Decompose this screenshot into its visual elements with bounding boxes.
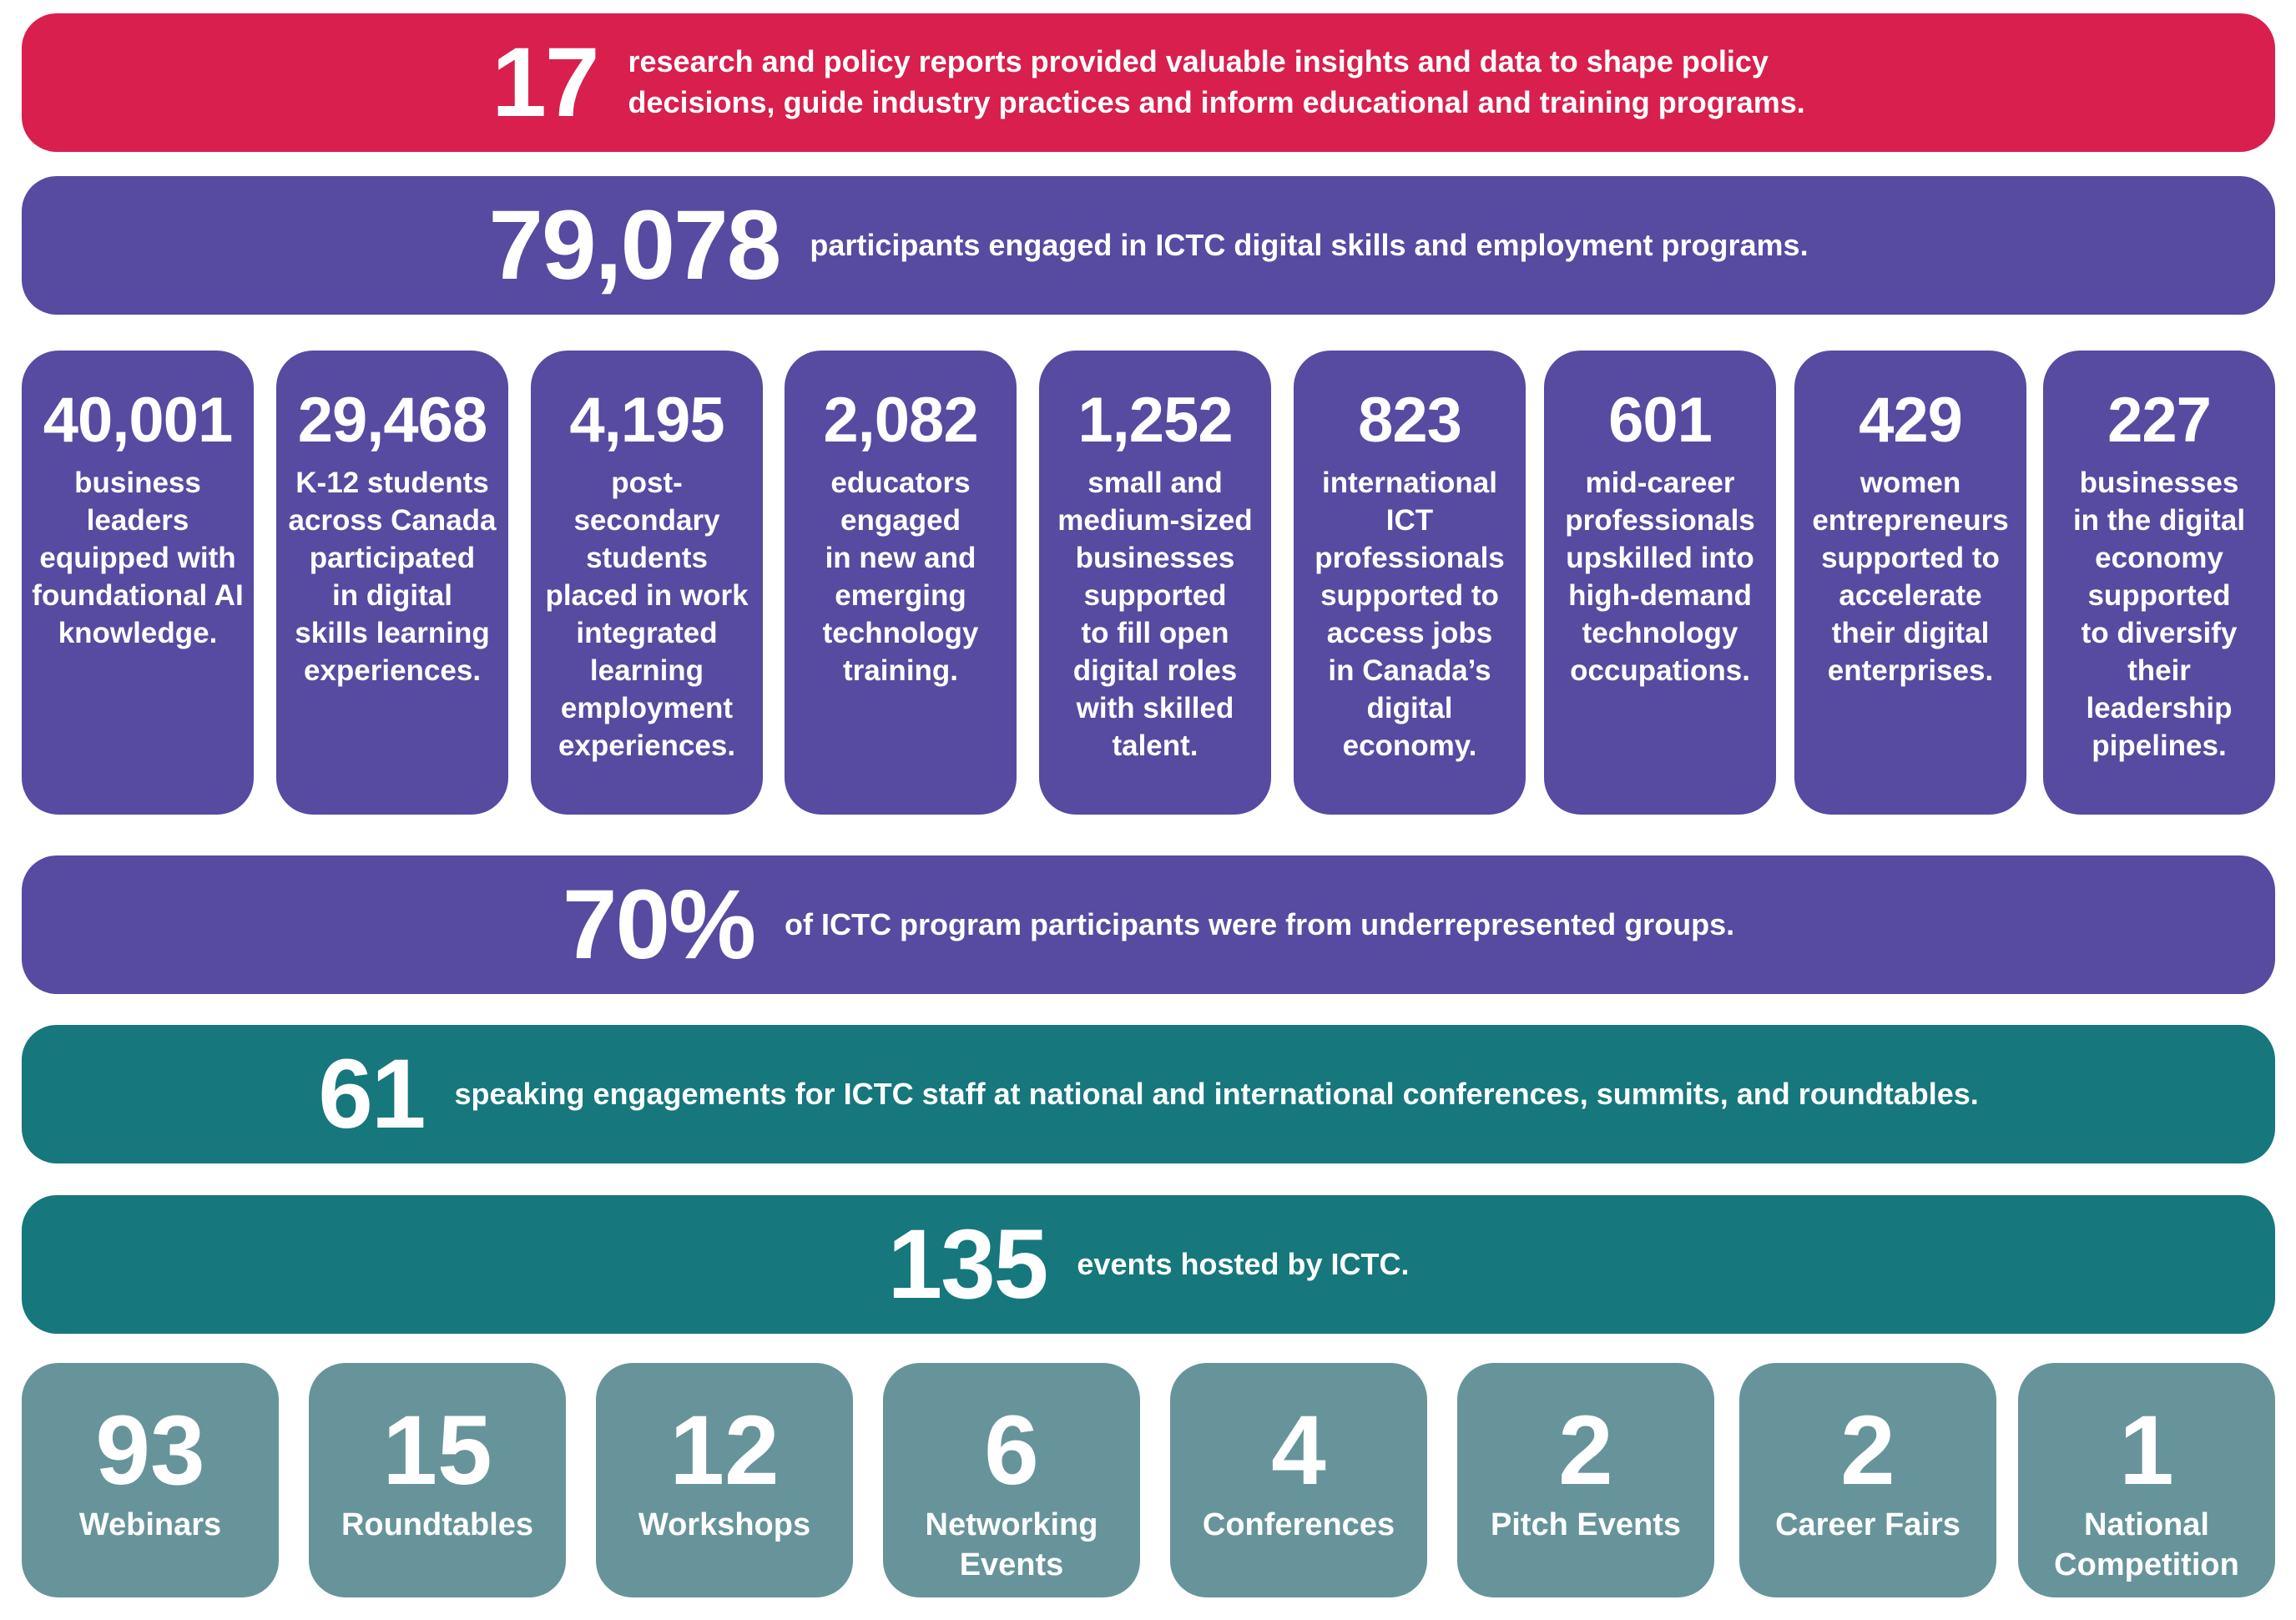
- reports-description: research and policy reports provided val…: [628, 44, 1805, 119]
- breakdown-card: 227 businesses in the digital economy su…: [2043, 351, 2275, 815]
- breakdown-description: women entrepreneurs supported to acceler…: [1812, 467, 2009, 687]
- event-type-tile: 15 Roundtables: [309, 1363, 566, 1597]
- event-type-tile: 6 Networking Events: [883, 1363, 1140, 1597]
- event-type-tile: 2 Career Fairs: [1739, 1363, 1996, 1597]
- speaking-stat-band: 61 speaking engagements for ICTC staff a…: [22, 1025, 2275, 1163]
- event-type-number: 2: [1840, 1395, 1895, 1506]
- event-type-number: 2: [1558, 1395, 1613, 1506]
- event-type-label: Conferences: [1202, 1507, 1395, 1542]
- event-type-tile: 93 Webinars: [22, 1363, 279, 1597]
- breakdown-description: international ICT professionals supporte…: [1315, 467, 1505, 762]
- participants-number: 79,078: [488, 190, 781, 300]
- breakdown-number: 601: [1608, 385, 1713, 456]
- breakdown-description: small and medium-sized businesses suppor…: [1057, 467, 1253, 762]
- event-type-number: 6: [984, 1395, 1039, 1506]
- underrepresented-number: 70%: [562, 870, 756, 980]
- breakdown-description: educators engaged in new and emerging te…: [822, 467, 979, 687]
- event-type-tile: 12 Workshops: [596, 1363, 853, 1597]
- participants-description: participants engaged in ICTC digital ski…: [810, 227, 1809, 262]
- event-type-tile: 1 National Competition: [2018, 1363, 2275, 1597]
- events-stat-band: 135 events hosted by ICTC.: [22, 1195, 2275, 1334]
- event-type-label: Webinars: [78, 1507, 222, 1542]
- breakdown-description: K-12 students across Canada participated…: [288, 467, 497, 687]
- event-type-tile: 2 Pitch Events: [1457, 1363, 1714, 1597]
- underrepresented-stat-band: 70% of ICTC program participants were fr…: [22, 855, 2275, 994]
- event-type-label: Roundtables: [341, 1507, 534, 1542]
- breakdown-number: 1,252: [1077, 385, 1233, 456]
- event-type-tile: 4 Conferences: [1170, 1363, 1427, 1597]
- event-type-number: 12: [669, 1395, 780, 1506]
- breakdown-description: mid-career professionals upskilled into …: [1565, 467, 1755, 687]
- event-type-number: 4: [1271, 1395, 1326, 1506]
- speaking-description: speaking engagements for ICTC staff at n…: [454, 1076, 1979, 1111]
- breakdown-description: post- secondary students placed in work …: [545, 467, 749, 762]
- breakdown-card: 823 international ICT professionals supp…: [1294, 351, 1526, 815]
- breakdown-number: 823: [1358, 385, 1462, 456]
- breakdown-number: 29,468: [297, 385, 487, 456]
- events-description: events hosted by ICTC.: [1077, 1246, 1410, 1281]
- event-type-number: 15: [382, 1395, 492, 1506]
- breakdown-description: business leaders equipped with foundatio…: [32, 467, 244, 649]
- breakdown-number: 429: [1859, 385, 1963, 456]
- event-type-number: 1: [2119, 1395, 2174, 1506]
- breakdown-number: 227: [2107, 385, 2212, 456]
- breakdown-card: 1,252 small and medium-sized businesses …: [1039, 351, 1271, 815]
- participants-stat-band: 79,078 participants engaged in ICTC digi…: [22, 176, 2275, 315]
- breakdown-card: 429 women entrepreneurs supported to acc…: [1794, 351, 2026, 815]
- underrepresented-description: of ICTC program participants were from u…: [785, 906, 1735, 941]
- reports-stat-band: 17 research and policy reports provided …: [22, 13, 2275, 152]
- breakdown-number: 40,001: [43, 385, 233, 456]
- event-type-label: National Competition: [2054, 1507, 2239, 1582]
- event-type-label: Workshops: [638, 1507, 811, 1542]
- event-type-number: 93: [95, 1395, 205, 1506]
- reports-number: 17: [492, 28, 599, 138]
- breakdown-card: 2,082 educators engaged in new and emerg…: [785, 351, 1017, 815]
- event-type-label: Pitch Events: [1490, 1507, 1682, 1542]
- event-type-label: Networking Events: [925, 1507, 1098, 1582]
- events-number: 135: [887, 1209, 1049, 1320]
- event-type-label: Career Fairs: [1775, 1507, 1960, 1542]
- breakdown-card: 4,195 post- secondary students placed in…: [531, 351, 763, 815]
- speaking-number: 61: [318, 1039, 426, 1149]
- breakdown-card: 601 mid-career professionals upskilled i…: [1544, 351, 1776, 815]
- breakdown-card: 29,468 K-12 students across Canada parti…: [276, 351, 508, 815]
- breakdown-number: 4,195: [569, 385, 724, 456]
- breakdown-number: 2,082: [823, 385, 978, 456]
- breakdown-description: businesses in the digital economy suppor…: [2072, 467, 2246, 762]
- breakdown-card: 40,001 business leaders equipped with fo…: [22, 351, 254, 815]
